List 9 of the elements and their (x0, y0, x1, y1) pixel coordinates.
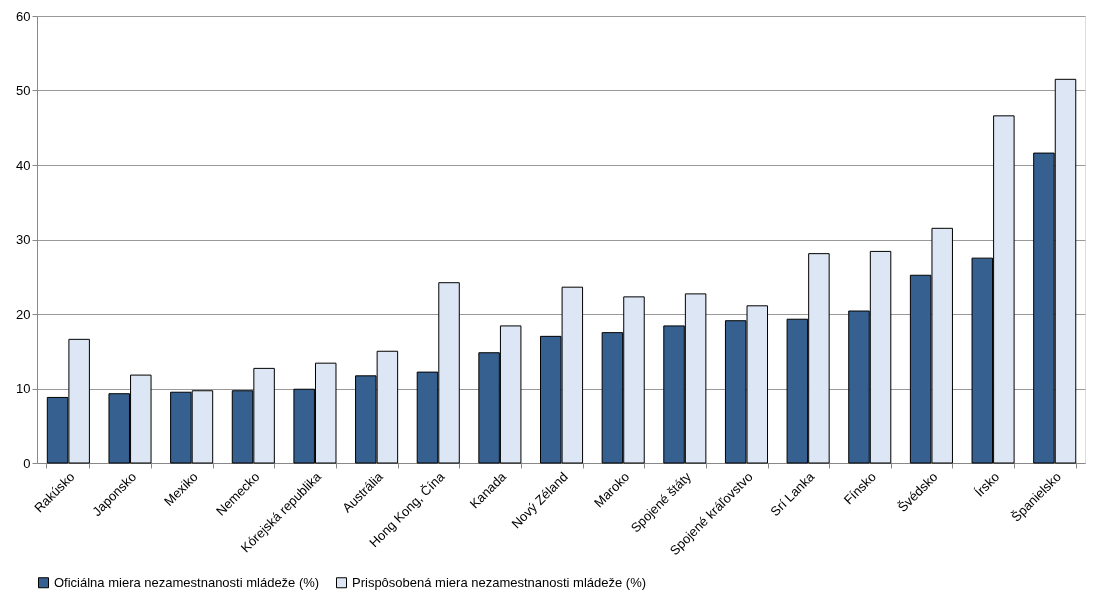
y-tick-label: 0 (23, 455, 31, 471)
y-tick-label: 50 (16, 83, 31, 98)
y-tick-label: 60 (16, 8, 31, 24)
y-tick-label: 30 (16, 232, 31, 247)
y-tick-label: 10 (16, 381, 31, 396)
legend-label: Oficiálna miera nezamestnanosti mládeže (%) (54, 574, 320, 590)
y-tick-label: 40 (16, 157, 31, 173)
y-tick-label: 20 (16, 306, 31, 322)
legend-label: Prispôsobená miera nezamestnanosti mládeže (%) (352, 574, 647, 590)
